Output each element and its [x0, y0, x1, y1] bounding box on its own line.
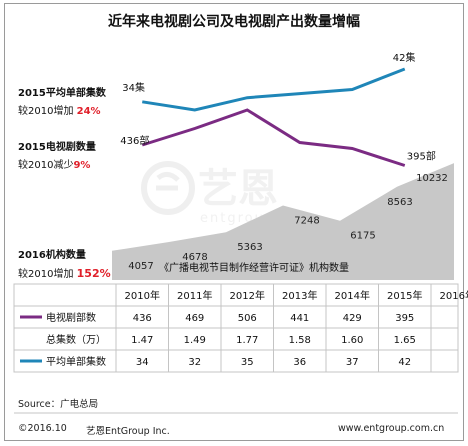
table-cell: 1.47	[131, 335, 153, 346]
footer-url: www.entgroup.com.cn	[338, 423, 445, 434]
chart-title: 近年来电视剧公司及电视剧产出数量增幅	[108, 14, 360, 30]
table-header-cell: 2013年	[282, 289, 317, 302]
table-cell: 436	[133, 313, 152, 324]
area-data-label: 4057	[128, 261, 153, 272]
line-drama-count	[141, 108, 406, 167]
table-row-label: 电视剧部数	[46, 311, 96, 324]
source-note: Source：广电总局	[18, 399, 99, 410]
footer-company: 艺恩EntGroup Inc.	[86, 426, 170, 437]
agencies-annotation-label: 2016机构数量	[18, 250, 86, 261]
table-cell: 42	[398, 357, 411, 368]
area-series-label: 《广播电视节目制作经营许可证》机构数量	[159, 261, 349, 274]
table-cell: 506	[238, 313, 257, 324]
area-data-label: 10232	[416, 173, 448, 184]
table-cell: 429	[343, 313, 362, 324]
table-header-cell: 2015年	[387, 289, 422, 302]
table-header-cell: 2016年	[440, 289, 468, 302]
area-data-label: 7248	[294, 216, 319, 227]
watermark-brand-cn: 艺恩	[198, 166, 278, 212]
table-cell: 469	[185, 313, 204, 324]
table-row-label: 总集数（万）	[46, 333, 106, 346]
episodes-annotation-note: 较2010增加 24%	[18, 106, 101, 117]
table-cell: 35	[241, 357, 254, 368]
table-cell: 36	[293, 357, 306, 368]
table-cell: 1.49	[184, 335, 206, 346]
drama-count-end-label: 395部	[407, 150, 436, 163]
agency-area	[112, 163, 454, 280]
agencies-annotation-note: 较2010增加 152%	[18, 267, 111, 280]
table-cell: 37	[346, 357, 359, 368]
area-data-label: 6175	[350, 231, 375, 242]
dramas-annotation-note: 较2010减少9%	[18, 160, 91, 171]
episodes-annotation-label: 2015平均单部集数	[18, 88, 106, 99]
table-header-cell: 2014年	[335, 289, 370, 302]
watermark-logo: 艺恩 entgroup	[141, 161, 278, 226]
table-row-label: 平均单部集数	[46, 355, 106, 368]
line-avg-episodes	[142, 67, 406, 112]
table-cell: 1.77	[236, 335, 258, 346]
area-data-label: 4678	[182, 252, 207, 263]
table-header-cell: 2012年	[230, 289, 265, 302]
dramas-annotation-label: 2015电视剧数量	[18, 142, 96, 153]
drama-count-start-label: 436部	[120, 134, 149, 147]
table-header-cell: 2011年	[177, 289, 212, 302]
table-header-cell: 2010年	[125, 289, 160, 302]
table-cell: 32	[188, 357, 201, 368]
table-cell: 441	[290, 313, 309, 324]
avg-episodes-end-label: 42集	[393, 51, 416, 64]
table-cell: 1.65	[394, 335, 416, 346]
area-data-label: 5363	[237, 242, 262, 253]
avg-episodes-start-label: 34集	[122, 81, 145, 94]
table-cell: 1.58	[289, 335, 311, 346]
area-data-label: 8563	[387, 197, 412, 208]
table-cell: 395	[395, 313, 414, 324]
table-cell: 34	[136, 357, 149, 368]
footer-date: ©2016.10	[18, 423, 67, 434]
table-cell: 1.60	[341, 335, 363, 346]
